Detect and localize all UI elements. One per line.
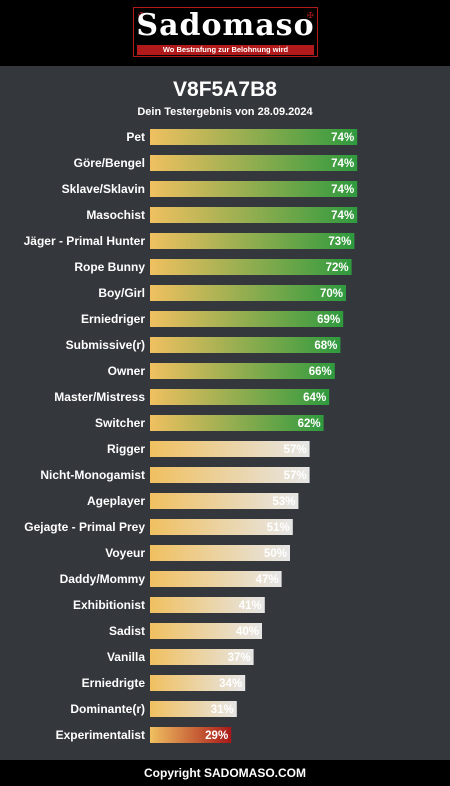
header-bar: ✠ ✠ Sadomaso Wo Bestrafung zur Belohnung… — [0, 0, 450, 66]
footer-copyright: Copyright SADOMASO.COM — [0, 760, 450, 786]
result-bar — [150, 545, 290, 561]
result-bar — [150, 415, 324, 431]
category-label: Sklave/Sklavin — [62, 182, 145, 196]
result-bar — [150, 519, 293, 535]
category-label: Switcher — [95, 416, 145, 430]
bar-value-label: 31% — [211, 704, 234, 716]
category-label: Ageplayer — [87, 494, 145, 508]
category-label: Nicht-Monogamist — [40, 468, 145, 482]
result-date-subtitle: Dein Testergebnis von 28.09.2024 — [137, 106, 313, 118]
category-label: Owner — [108, 364, 146, 378]
result-bar — [150, 337, 341, 353]
logo-ornament-icon: ✠ — [138, 11, 145, 20]
bar-value-label: 74% — [331, 210, 354, 222]
result-bar — [150, 597, 265, 613]
category-label: Voyeur — [105, 546, 145, 560]
result-bar — [150, 389, 330, 405]
bar-value-label: 34% — [219, 678, 242, 690]
result-bar — [150, 649, 254, 665]
result-bar — [150, 311, 344, 327]
result-bar — [150, 623, 262, 639]
bar-value-label: 57% — [284, 470, 307, 482]
bar-value-label: 37% — [228, 652, 251, 664]
category-label: Vanilla — [107, 650, 145, 664]
bar-value-label: 62% — [298, 418, 321, 430]
logo-frame — [133, 7, 318, 57]
bar-value-label: 40% — [236, 626, 259, 638]
category-label: Masochist — [86, 208, 145, 222]
category-label: Rigger — [107, 442, 145, 456]
result-bar-chart: Pet 74% Göre/Bengel 74% Sklave/Sklavin 74% Mas… — [24, 129, 358, 743]
bar-value-label: 57% — [284, 444, 307, 456]
result-bar — [150, 571, 282, 587]
result-id-title: V8F5A7B8 — [173, 78, 277, 101]
bar-value-label: 68% — [314, 340, 337, 352]
bar-value-label: 74% — [331, 158, 354, 170]
result-bar — [150, 675, 246, 691]
bar-value-label: 51% — [267, 522, 290, 534]
logo-wordmark: Sadomaso — [136, 8, 315, 43]
bar-value-label: 69% — [317, 314, 340, 326]
category-label: Exhibitionist — [73, 598, 145, 612]
bar-value-label: 72% — [326, 262, 349, 274]
category-label: Master/Mistress — [54, 390, 145, 404]
category-label: Erniedriger — [81, 312, 145, 326]
bar-value-label: 73% — [328, 236, 351, 248]
result-bar — [150, 441, 310, 457]
result-bar — [150, 285, 346, 301]
sadomaso-logo[interactable]: ✠ ✠ Sadomaso Wo Bestrafung zur Belohnung… — [133, 7, 318, 57]
bar-value-label: 64% — [303, 392, 326, 404]
category-label: Göre/Bengel — [74, 156, 145, 170]
result-bar — [150, 363, 335, 379]
category-label: Sadist — [109, 624, 145, 638]
result-bar — [150, 259, 352, 275]
category-label: Boy/Girl — [98, 286, 145, 300]
result-bar — [150, 155, 358, 171]
category-label: Erniedrigte — [82, 676, 146, 690]
result-bar — [150, 207, 358, 223]
category-label: Jäger - Primal Hunter — [24, 234, 146, 248]
result-bar — [150, 129, 358, 145]
bar-value-label: 47% — [256, 574, 279, 586]
logo-tagline: Wo Bestrafung zur Belohnung wird — [137, 45, 314, 55]
bar-value-label: 74% — [331, 184, 354, 196]
category-label: Pet — [126, 130, 145, 144]
bar-value-label: 41% — [239, 600, 262, 612]
result-bar — [150, 467, 310, 483]
bar-value-label: 53% — [272, 496, 295, 508]
result-bar — [150, 493, 299, 509]
category-label: Dominante(r) — [70, 702, 145, 716]
category-label: Daddy/Mommy — [60, 572, 146, 586]
bar-value-label: 74% — [331, 132, 354, 144]
result-bar — [150, 727, 232, 743]
category-label: Experimentalist — [56, 728, 145, 742]
category-label: Gejagte - Primal Prey — [24, 520, 145, 534]
bar-value-label: 66% — [309, 366, 332, 378]
bar-value-label: 50% — [264, 548, 287, 560]
category-label: Submissive(r) — [66, 338, 145, 352]
category-label: Rope Bunny — [74, 260, 145, 274]
bar-value-label: 70% — [320, 288, 343, 300]
result-bar — [150, 701, 237, 717]
logo-ornament-icon: ✠ — [307, 11, 314, 20]
bar-value-label: 29% — [205, 730, 228, 742]
result-bar — [150, 233, 355, 249]
result-bar — [150, 181, 358, 197]
